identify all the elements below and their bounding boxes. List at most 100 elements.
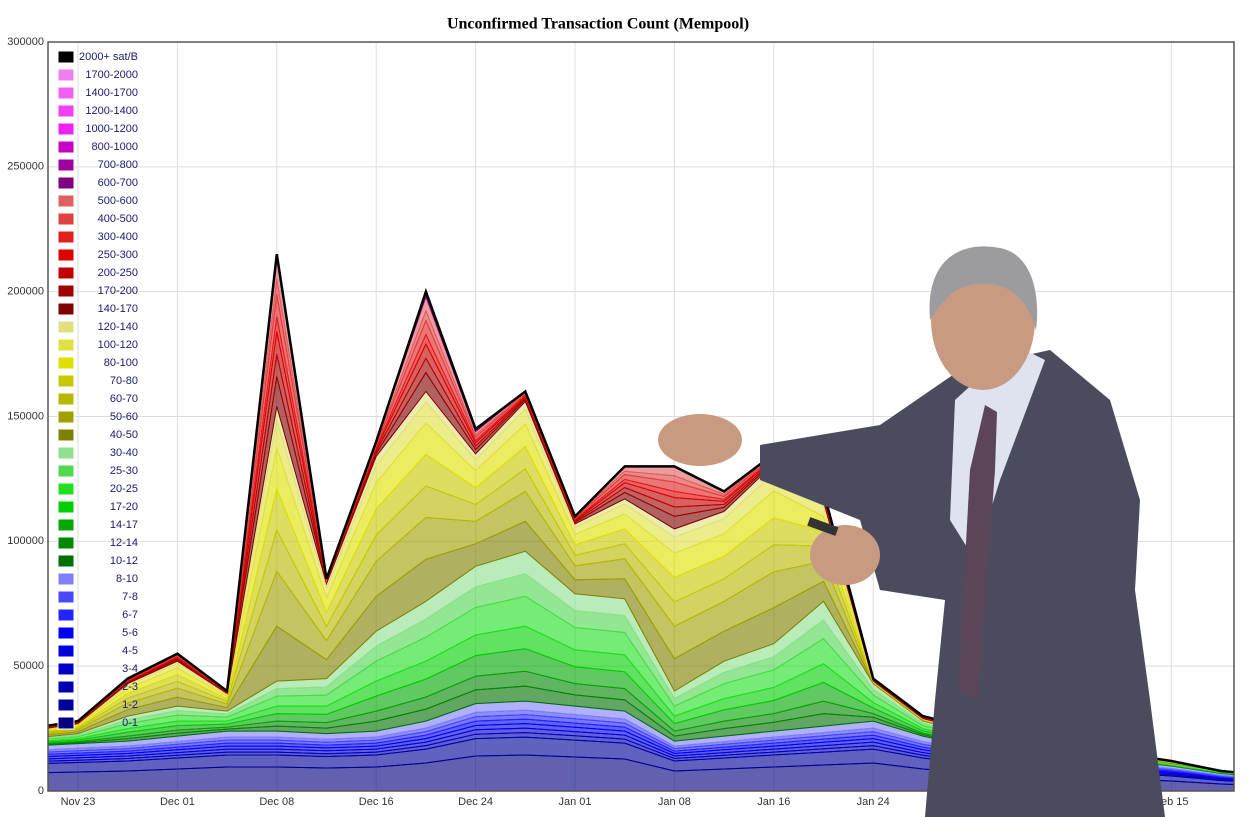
x-tick-label: Dec 08: [259, 796, 294, 808]
legend-swatch: [57, 122, 75, 136]
legend-swatch: [57, 644, 75, 658]
y-tick-label: 0: [38, 785, 44, 797]
x-tick-label: Jan 01: [558, 796, 591, 808]
legend-label: 100-120: [98, 339, 138, 351]
x-tick-label: Dec 24: [458, 796, 493, 808]
legend: 0-1 1-2 2-3 3-4 4-5 5-6 6-7 7-8 8-10 10-12 12-14 14…: [57, 50, 139, 730]
legend-label: 600-700: [98, 177, 138, 189]
plot-frame: [47, 41, 1235, 792]
x-tick-label: Jan 16: [757, 796, 790, 808]
legend-swatch: [57, 662, 75, 676]
axes: 0 50000 100000 150000 200000 250000 300000 Nov …: [7, 36, 1188, 808]
area-series: [48, 254, 1234, 774]
legend-label: 1400-1700: [85, 87, 138, 99]
y-tick-label: 250000: [7, 161, 44, 173]
legend-label: 170-200: [98, 285, 138, 297]
legend-swatch: [57, 104, 75, 118]
suit: [760, 350, 1165, 817]
legend-swatch: [57, 536, 75, 550]
legend-label: 30-40: [110, 447, 138, 459]
legend-swatch: [57, 140, 75, 154]
legend-swatch: [57, 158, 75, 172]
x-tick-label: Jan 24: [857, 796, 890, 808]
legend-swatch: [57, 374, 75, 388]
y-tick-label: 200000: [7, 286, 44, 298]
legend-label: 12-14: [110, 537, 138, 549]
legend-swatch: [57, 554, 75, 568]
legend-swatch: [57, 230, 75, 244]
legend-label: 40-50: [110, 429, 138, 441]
y-tick-label: 150000: [7, 410, 44, 422]
legend-label: 50-60: [110, 411, 138, 423]
legend-label: 300-400: [98, 231, 138, 243]
legend-label: 140-170: [98, 303, 138, 315]
legend-label: 1-2: [122, 699, 138, 711]
legend-swatch: [57, 284, 75, 298]
legend-label: 5-6: [122, 627, 138, 639]
legend-swatch: [57, 392, 75, 406]
legend-swatch: [57, 266, 75, 280]
legend-label: 800-1000: [92, 141, 139, 153]
legend-swatch: [57, 518, 75, 532]
legend-label: 250-300: [98, 249, 138, 261]
legend-label: 10-12: [110, 555, 138, 567]
legend-label: 400-500: [98, 213, 138, 225]
legend-label: 0-1: [122, 717, 138, 729]
legend-label: 3-4: [122, 663, 138, 675]
x-tick-label: Dec 01: [160, 796, 195, 808]
hand-right: [810, 525, 880, 585]
x-tick-label: Dec 16: [359, 796, 394, 808]
legend-label: 7-8: [122, 591, 138, 603]
presenter-photo: [658, 246, 1165, 817]
x-tick-label: Nov 23: [61, 796, 96, 808]
legend-swatch: [57, 356, 75, 370]
legend-swatch: [57, 302, 75, 316]
legend-swatch: [57, 446, 75, 460]
legend-swatch: [57, 626, 75, 640]
legend-label: 20-25: [110, 483, 138, 495]
chart-title: Unconfirmed Transaction Count (Mempool): [447, 16, 749, 33]
legend-swatch: [57, 482, 75, 496]
legend-swatch: [57, 248, 75, 262]
legend-label: 200-250: [98, 267, 138, 279]
legend-label: 25-30: [110, 465, 138, 477]
y-tick-label: 100000: [7, 535, 44, 547]
legend-swatch: [57, 464, 75, 478]
legend-label: 1700-2000: [85, 69, 138, 81]
legend-label: 80-100: [104, 357, 138, 369]
tie: [958, 405, 997, 700]
legend-label: 14-17: [110, 519, 138, 531]
legend-swatch: [57, 212, 75, 226]
legend-label: 70-80: [110, 375, 138, 387]
y-tick-label: 50000: [13, 660, 44, 672]
hair: [929, 246, 1038, 330]
legend-swatch: [57, 86, 75, 100]
legend-label: 2000+ sat/B: [79, 51, 138, 63]
remote: [807, 517, 839, 536]
legend-label: 60-70: [110, 393, 138, 405]
legend-swatch: [57, 338, 75, 352]
legend-label: 6-7: [122, 609, 138, 621]
legend-label: 8-10: [116, 573, 138, 585]
legend-label: 1200-1400: [85, 105, 138, 117]
legend-label: 500-600: [98, 195, 138, 207]
legend-label: 4-5: [122, 645, 138, 657]
legend-swatch: [57, 608, 75, 622]
legend-swatch: [57, 716, 75, 730]
legend-swatch: [57, 176, 75, 190]
legend-swatch: [57, 194, 75, 208]
y-tick-label: 300000: [7, 36, 44, 48]
legend-swatch: [57, 500, 75, 514]
legend-swatch: [57, 320, 75, 334]
x-tick-label: Jan 08: [658, 796, 691, 808]
legend-swatch: [57, 680, 75, 694]
legend-label: 120-140: [98, 321, 138, 333]
legend-swatch: [57, 68, 75, 82]
legend-swatch: [57, 428, 75, 442]
legend-swatch: [57, 698, 75, 712]
legend-swatch: [57, 410, 75, 424]
legend-label: 2-3: [122, 681, 138, 693]
legend-swatch: [57, 50, 75, 64]
legend-label: 700-800: [98, 159, 138, 171]
